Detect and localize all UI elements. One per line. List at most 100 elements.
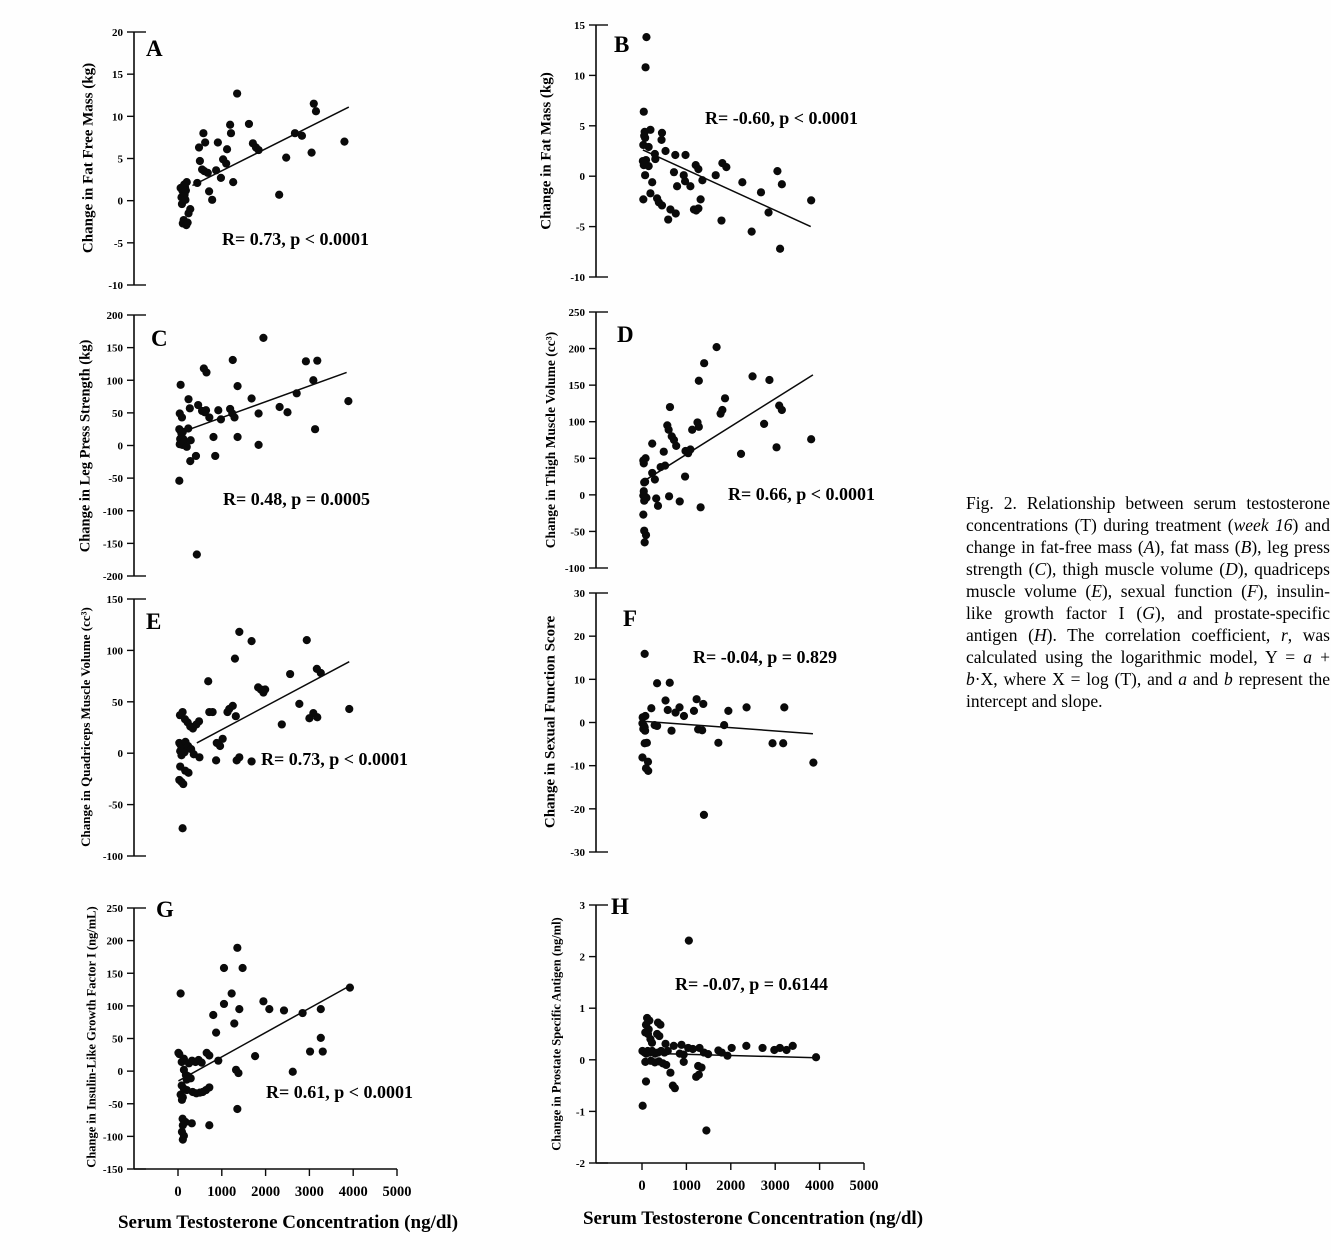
data-point	[205, 1121, 214, 1130]
caption-segment: ). The correlation coefficient,	[1046, 625, 1281, 645]
data-point	[178, 824, 187, 833]
y-tick-label: -50	[108, 800, 123, 812]
data-point	[211, 451, 220, 461]
data-point	[643, 757, 653, 766]
data-point	[226, 129, 236, 138]
panel-letter-D: D	[617, 322, 634, 347]
data-point	[670, 1084, 679, 1093]
data-point	[286, 669, 295, 679]
data-point	[809, 758, 818, 767]
correlation-text-B: R= -0.60, p < 0.0001	[705, 108, 859, 128]
data-point	[724, 706, 733, 715]
data-point	[764, 208, 773, 217]
x-tick-label: 5000	[850, 1178, 879, 1194]
data-point	[775, 1043, 784, 1053]
regression-line-B	[642, 149, 812, 228]
data-point	[201, 138, 210, 147]
data-point	[184, 768, 193, 777]
data-point	[644, 142, 653, 152]
data-point	[640, 538, 649, 547]
caption-segment: and	[1187, 669, 1224, 689]
data-point	[777, 180, 786, 189]
data-point	[292, 389, 301, 398]
data-point	[344, 397, 353, 406]
data-point	[807, 435, 816, 444]
data-point	[736, 449, 746, 458]
y-tick-label: 0	[118, 748, 124, 760]
y-tick-label: -10	[570, 272, 585, 284]
y-tick-label: -10	[108, 280, 123, 292]
y-axis-label-A: Change in Fat Free Mass (kg)	[80, 62, 97, 254]
data-point	[772, 443, 781, 452]
data-point	[178, 707, 187, 717]
data-point	[716, 409, 725, 418]
data-point	[756, 188, 766, 197]
data-point	[219, 999, 229, 1009]
data-point	[301, 357, 310, 366]
data-point	[664, 215, 673, 224]
caption-segment: , was calculated using the logarithmic m…	[966, 625, 1330, 667]
data-point	[197, 1058, 206, 1067]
x-tick-label: 0	[174, 1184, 181, 1200]
y-axis-label-B: Change in Fat Mass (kg)	[538, 72, 555, 230]
data-point	[646, 189, 655, 198]
data-point	[261, 685, 270, 694]
y-tick-label: 2	[580, 952, 586, 964]
correlation-text-C: R= 0.48, p = 0.0005	[223, 489, 371, 509]
caption-segment: ), and prostate-specific antigen (	[966, 603, 1331, 645]
data-point	[176, 989, 185, 998]
x-tick-label: 1000	[672, 1178, 701, 1194]
data-point	[669, 1041, 678, 1050]
data-point	[247, 637, 256, 646]
y-axis-label-D: Change in Thigh Muscle Volume (cc³)	[543, 331, 558, 549]
data-point	[298, 1008, 307, 1018]
data-point	[777, 405, 786, 415]
y-axis-label-F: Change in Sexual Function Score	[542, 615, 559, 829]
panel-letter-F: F	[623, 606, 638, 631]
data-point	[723, 1051, 732, 1060]
data-point	[720, 394, 730, 403]
data-point	[295, 699, 304, 708]
data-point	[694, 165, 703, 174]
data-point	[641, 1077, 651, 1086]
regression-line-E	[196, 661, 350, 744]
data-point	[694, 204, 703, 213]
data-point	[235, 1005, 244, 1014]
data-point	[181, 195, 190, 204]
caption-segment: ·X, where X = log (T), and	[974, 669, 1179, 689]
data-point	[702, 1126, 711, 1135]
data-point	[639, 459, 648, 468]
data-point	[644, 162, 653, 171]
caption-segment: E	[1091, 581, 1102, 601]
data-point	[176, 380, 185, 389]
y-tick-label: 50	[112, 697, 124, 709]
y-tick-label: 150	[569, 380, 586, 392]
data-point	[316, 1033, 325, 1042]
data-point	[639, 510, 648, 519]
y-tick-label: 0	[580, 490, 586, 502]
caption-segment: ), quadriceps muscle volume (	[966, 559, 1330, 601]
y-tick-label: 0	[580, 1055, 586, 1067]
data-point	[788, 1041, 797, 1050]
data-point	[305, 1047, 315, 1056]
data-point	[641, 63, 650, 72]
caption-segment: a	[1178, 669, 1187, 689]
data-point	[661, 146, 670, 156]
data-point	[641, 133, 650, 142]
y-tick-label: 10	[112, 111, 124, 123]
data-point	[638, 753, 647, 762]
data-point	[265, 1005, 274, 1014]
x-tick-label: 4000	[805, 1178, 834, 1194]
data-point	[186, 457, 195, 466]
y-tick-label: -50	[570, 526, 585, 538]
data-point	[641, 726, 650, 735]
correlation-text-H: R= -0.07, p = 0.6144	[675, 974, 829, 994]
panel-letter-A: A	[146, 36, 163, 61]
y-tick-label: 100	[107, 645, 124, 657]
data-point	[667, 726, 676, 735]
y-tick-label: -5	[576, 222, 586, 234]
panel-letter-G: G	[156, 897, 174, 922]
caption-segment: b	[966, 669, 975, 689]
data-point	[235, 627, 244, 636]
